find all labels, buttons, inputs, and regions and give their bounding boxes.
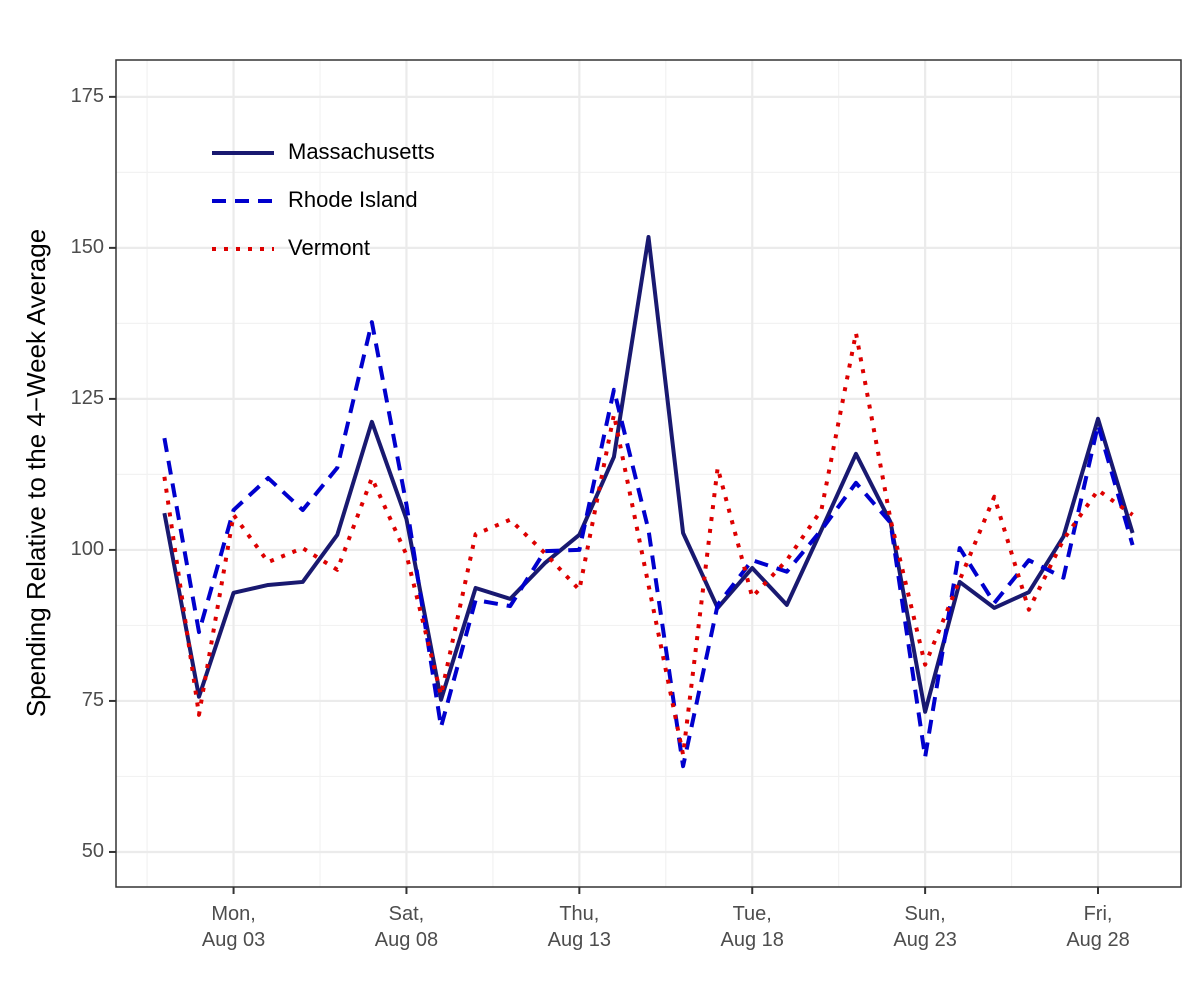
x-tick-label: Sun, Aug 23: [893, 903, 956, 951]
x-tick-label: Sat, Aug 08: [375, 903, 438, 951]
x-tick-label: Tue, Aug 18: [721, 903, 784, 951]
y-axis-title: Spending Relative to the 4−Week Average: [21, 229, 51, 717]
legend-label: Rhode Island: [288, 187, 418, 212]
y-tick-label: 150: [71, 236, 104, 258]
y-tick-label: 125: [71, 387, 104, 409]
x-tick-label: Thu, Aug 13: [548, 903, 611, 951]
x-tick-label: Fri, Aug 28: [1066, 903, 1129, 951]
y-tick-label: 100: [71, 538, 104, 560]
x-tick-label: Mon, Aug 03: [202, 903, 265, 951]
y-tick-label: 50: [82, 840, 104, 862]
legend-label: Vermont: [288, 235, 370, 260]
series-line: [162, 331, 1134, 757]
series-line: [162, 320, 1135, 769]
y-tick-label: 175: [71, 85, 104, 107]
legend-label: Massachusetts: [288, 139, 435, 164]
y-tick-label: 75: [82, 689, 104, 711]
panel-border: [115, 59, 1182, 888]
series-line: [162, 234, 1135, 714]
